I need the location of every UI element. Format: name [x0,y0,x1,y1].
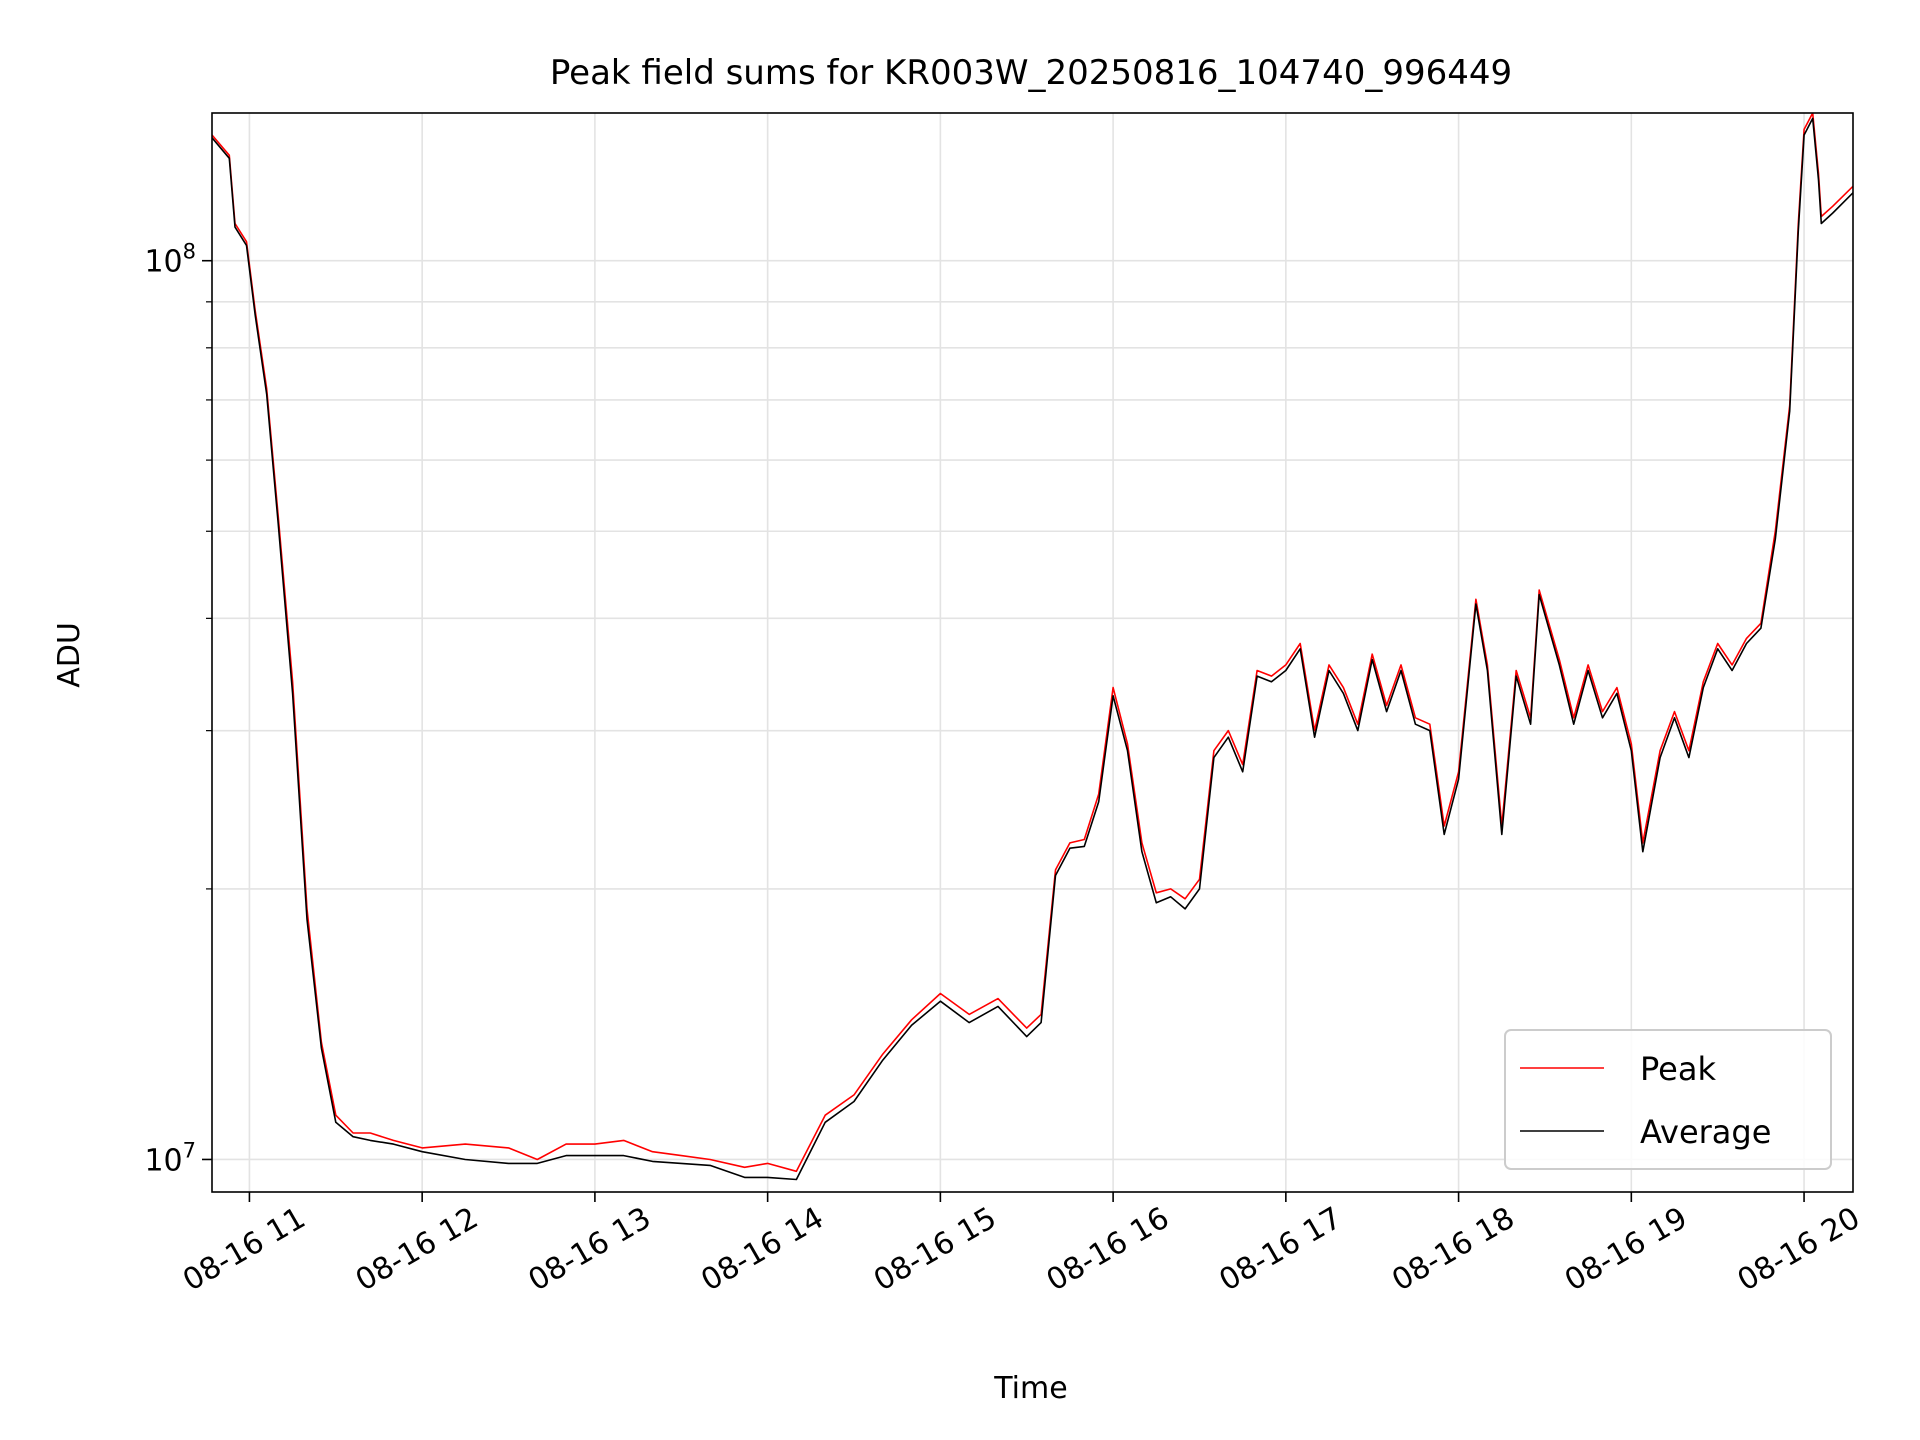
y-tick-label: 107 [144,1138,196,1178]
legend-label-peak: Peak [1640,1050,1716,1088]
series-line-peak [212,113,1853,1173]
chart-title: Peak field sums for KR003W_20250816_1047… [550,53,1512,93]
y-tick-label: 108 [144,240,196,280]
axis-ticks [202,259,1805,1202]
legend-box [1504,1029,1832,1170]
legend: Peak Average [1504,1029,1832,1170]
plot-series [212,113,1853,1181]
x-axis-label: Time [993,1371,1067,1406]
y-axis-label: ADU [52,622,87,688]
plot-frame [211,112,1854,1193]
series-line-average [212,117,1853,1181]
legend-label-average: Average [1640,1113,1771,1151]
